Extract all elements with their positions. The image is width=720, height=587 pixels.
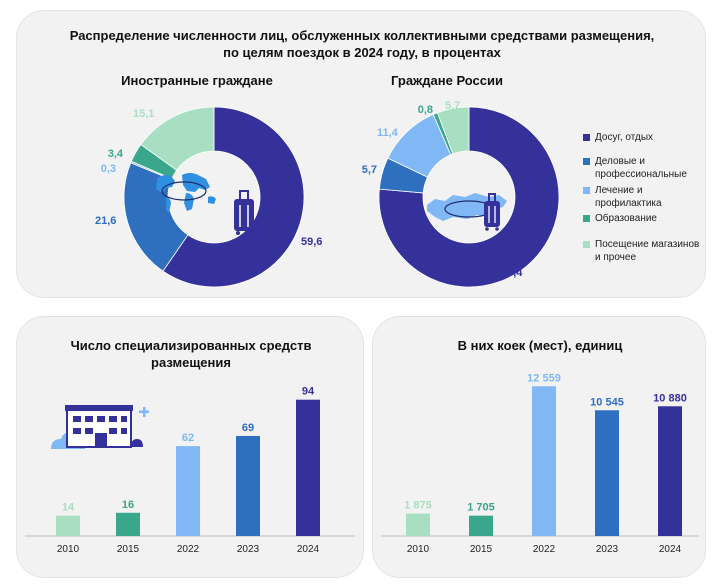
suitcase-icon xyxy=(484,193,500,231)
beds-title: В них коек (мест), единиц xyxy=(457,338,623,353)
world-map-icon xyxy=(156,173,216,213)
x-tick-label: 2024 xyxy=(659,544,682,555)
legend-item: Образование xyxy=(583,212,657,225)
bar xyxy=(406,513,430,536)
bar xyxy=(469,515,493,536)
pie-slice-label: 11,4 xyxy=(377,127,399,139)
pie-slice-label: 76,4 xyxy=(501,267,523,279)
legend-label: Досуг, отдых xyxy=(595,132,654,143)
bar xyxy=(236,435,260,536)
bar-chart-beds: 1 875 2010 1 705 2015 12 559 2022 10 545 2023 10… xyxy=(381,372,699,555)
bar xyxy=(532,386,556,536)
top-title-line2: по целям поездок в 2024 году, в процента… xyxy=(223,45,501,60)
legend-item: Лечение и профилактика xyxy=(583,184,662,210)
building-icon xyxy=(51,405,149,449)
bar-value-label: 10 545 xyxy=(590,396,624,408)
x-tick-label: 2023 xyxy=(596,544,619,555)
pie-charts-panel: Распределение численности лиц, обслуженн… xyxy=(16,10,706,298)
x-tick-label: 2022 xyxy=(177,544,200,555)
pie-foreign-title: Иностранные граждане xyxy=(121,73,273,88)
bar-value-label: 94 xyxy=(302,386,315,398)
pie-slice xyxy=(140,106,215,171)
legend-label: Посещение магазинов и прочее xyxy=(595,239,700,263)
pie-chart-foreign: 59,6 21,6 0,3 3,4 15,1 xyxy=(95,106,322,288)
facilities-title: Число специализированных средств размеще… xyxy=(27,337,355,371)
bar xyxy=(176,446,200,536)
pie-slice-label: 15,1 xyxy=(133,108,154,120)
x-tick-label: 2015 xyxy=(117,544,140,555)
legend-label: Деловые и профессиональные xyxy=(595,156,687,180)
pie-slice-label: 21,6 xyxy=(95,215,116,227)
bar-value-label: 14 xyxy=(62,502,75,514)
pie-slice xyxy=(436,106,470,155)
pie-slice-label: 59,6 xyxy=(301,236,322,248)
bar xyxy=(56,515,80,536)
bar xyxy=(595,410,619,536)
bar xyxy=(296,399,320,536)
bar-value-label: 69 xyxy=(242,422,254,434)
facilities-title-line1: Число специализированных средств xyxy=(70,338,312,353)
x-tick-label: 2024 xyxy=(297,544,320,555)
bar-chart-facilities: 14 2010 16 2015 62 2022 69 2023 94 2024 xyxy=(25,386,355,555)
facilities-title-line2: размещения xyxy=(151,355,231,370)
pie-chart-russia: 76,4 5,7 11,4 0,8 5,7 xyxy=(362,100,560,288)
pie-slice-label: 5,7 xyxy=(445,100,460,112)
bar-value-label: 1 705 xyxy=(467,502,495,514)
top-title-line1: Распределение численности лиц, обслуженн… xyxy=(69,28,655,43)
pie-charts: 59,6 21,6 0,3 3,4 15,1 76,4 5,7 11,4 0,8 5,7 xyxy=(95,100,560,288)
x-tick-label: 2015 xyxy=(470,544,493,555)
facilities-panel: Число специализированных средств размеще… xyxy=(16,316,364,578)
legend: Досуг, отдых Деловые и профессиональные Ле… xyxy=(583,129,707,269)
bar-value-label: 62 xyxy=(182,432,194,444)
legend-item: Посещение магазинов и прочее xyxy=(583,238,699,264)
bar xyxy=(116,512,140,536)
pie-slice-label: 0,8 xyxy=(418,104,433,116)
legend-swatch xyxy=(583,215,590,222)
x-tick-label: 2010 xyxy=(57,544,80,555)
top-title: Распределение численности лиц, обслуженн… xyxy=(17,27,707,61)
pie-slice-label: 0,3 xyxy=(101,163,116,175)
legend-label: Лечение и профилактика xyxy=(595,185,662,209)
x-tick-label: 2023 xyxy=(237,544,260,555)
pie-slice-label: 3,4 xyxy=(108,148,124,160)
suitcase-icon xyxy=(234,190,254,235)
bar-value-label: 10 880 xyxy=(653,392,687,404)
bar-value-label: 1 875 xyxy=(404,500,432,512)
x-tick-label: 2010 xyxy=(407,544,430,555)
x-tick-label: 2022 xyxy=(533,544,556,555)
bar-value-label: 12 559 xyxy=(527,372,561,384)
pie-slice xyxy=(378,106,560,288)
pie-russia-title: Граждане России xyxy=(391,73,503,88)
pie-slice xyxy=(162,106,305,288)
legend-label: Образование xyxy=(595,213,657,224)
bar xyxy=(658,406,682,536)
legend-item: Деловые и профессиональные xyxy=(583,155,687,181)
pie-slice-label: 5,7 xyxy=(362,164,377,176)
legend-swatch xyxy=(583,134,590,141)
legend-swatch xyxy=(583,158,590,165)
legend-swatch xyxy=(583,187,590,194)
legend-item: Досуг, отдых xyxy=(583,131,653,144)
beds-panel: В них коек (мест), единиц 1 875 2010 1 705… xyxy=(372,316,706,578)
bar-value-label: 16 xyxy=(122,499,134,511)
legend-swatch xyxy=(583,241,590,248)
